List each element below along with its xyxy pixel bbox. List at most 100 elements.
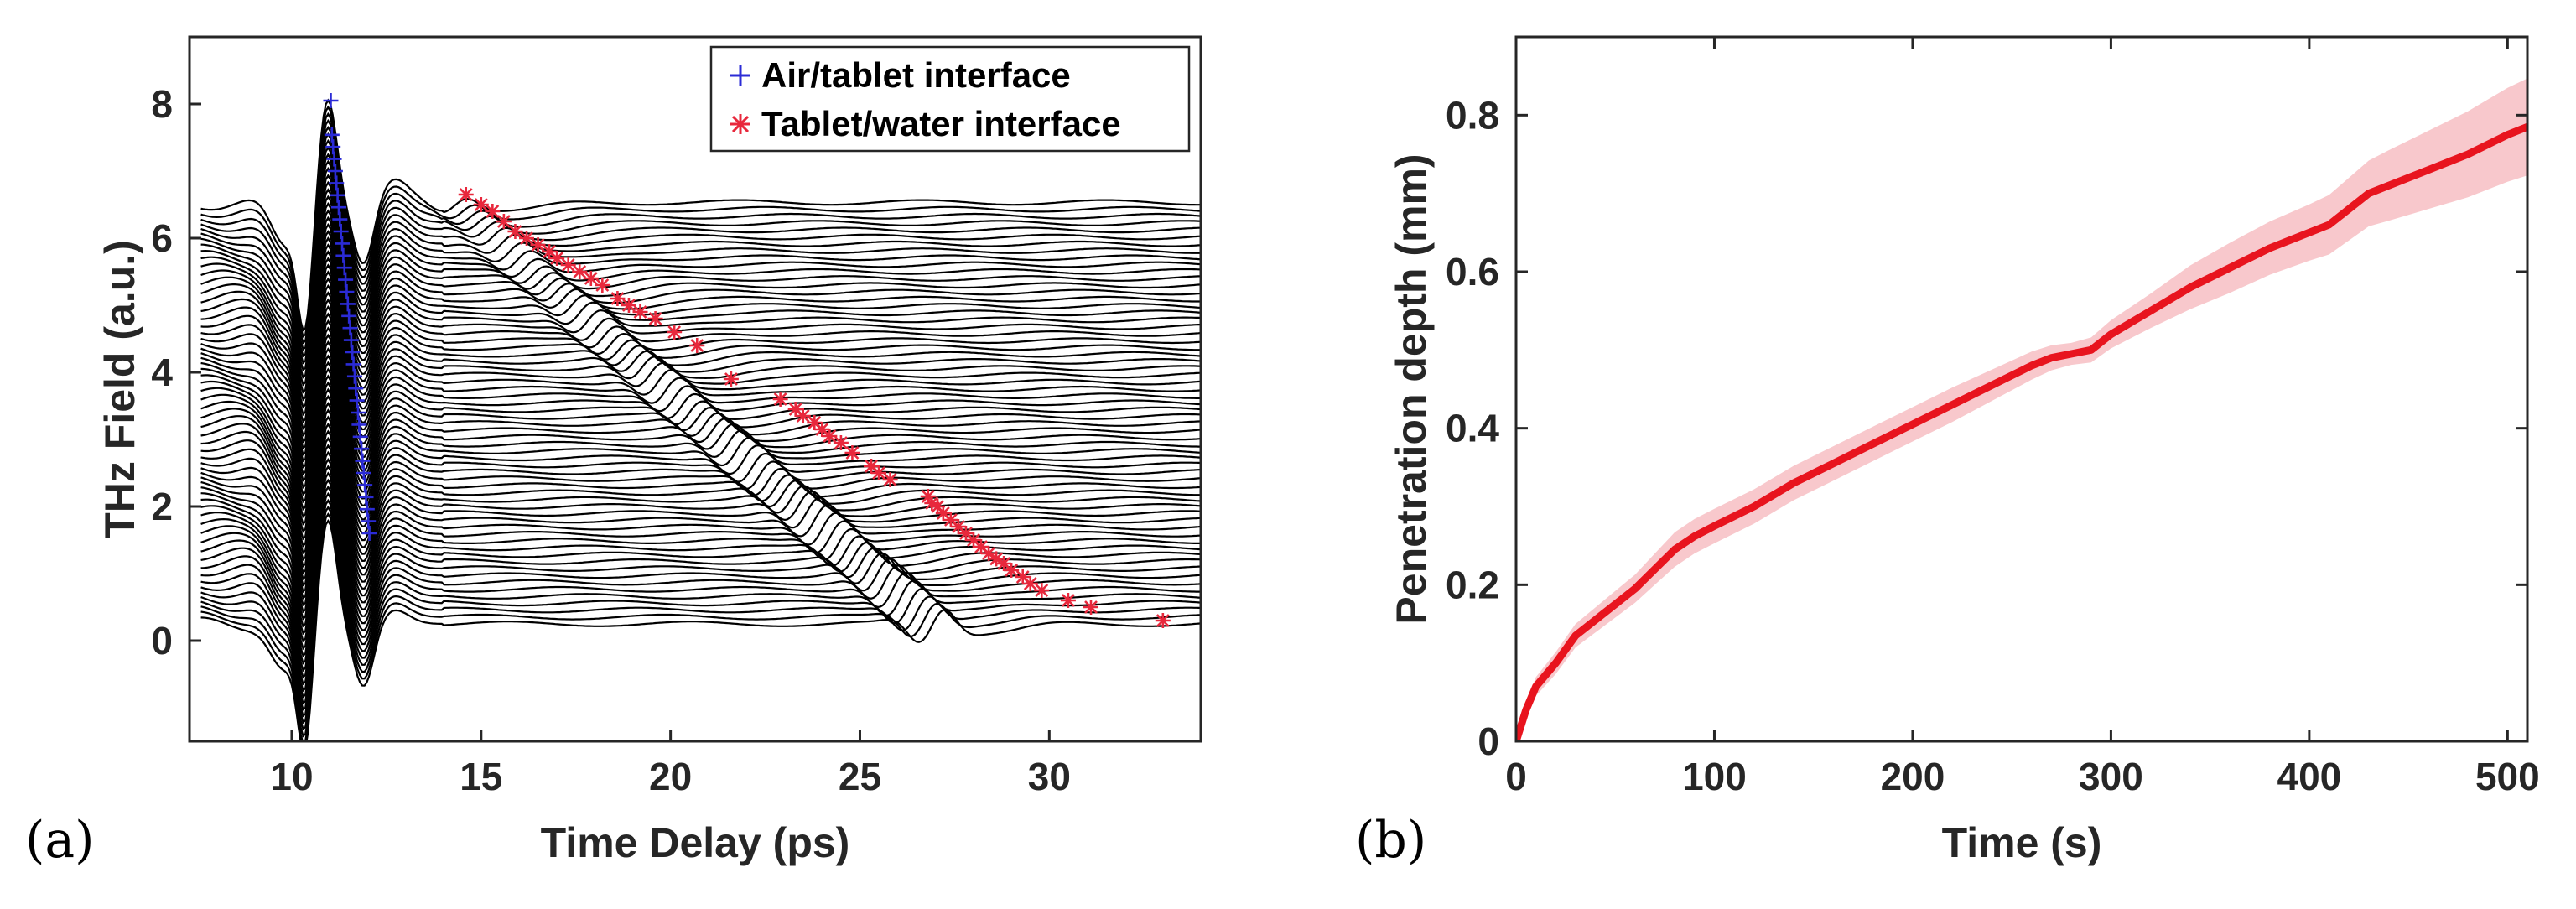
waveform-trace bbox=[200, 304, 1201, 541]
waveform-trace bbox=[200, 491, 1201, 725]
tablet-water-marker bbox=[507, 224, 523, 239]
waveform-trace bbox=[200, 340, 1201, 574]
air-tablet-marker bbox=[348, 381, 364, 397]
panel-a-y-tick-label: 0 bbox=[151, 619, 173, 662]
waveform-trace bbox=[200, 195, 1201, 431]
air-tablet-marker bbox=[351, 405, 366, 420]
panel-a-y-ticks: 0 2 4 6 8 bbox=[151, 82, 201, 662]
air-tablet-marker bbox=[349, 392, 365, 408]
waveform-trace bbox=[200, 105, 1201, 339]
waveform-trace bbox=[200, 222, 1201, 456]
waveform-trace bbox=[200, 387, 1201, 621]
air-tablet-marker bbox=[323, 93, 339, 108]
air-tablet-marker bbox=[355, 453, 371, 469]
waveform-trace bbox=[200, 180, 1201, 417]
air-tablet-marker bbox=[327, 164, 343, 179]
waveform-trace bbox=[200, 270, 1201, 504]
waveform-trace bbox=[200, 422, 1201, 658]
waveform-trace bbox=[200, 374, 1201, 607]
air-tablet-marker bbox=[330, 187, 345, 203]
tablet-water-marker bbox=[530, 237, 546, 252]
air-tablet-marker bbox=[338, 272, 354, 288]
tablet-water-marker bbox=[1004, 563, 1020, 578]
legend-plus-marker bbox=[730, 65, 750, 86]
air-tablet-marker bbox=[358, 489, 374, 505]
tablet-water-marker bbox=[496, 214, 512, 229]
waveform-trace bbox=[200, 132, 1201, 365]
air-tablet-marker bbox=[357, 477, 373, 493]
tablet-water-marker bbox=[920, 489, 936, 504]
tablet-water-marker bbox=[519, 231, 534, 246]
air-tablet-marker bbox=[332, 211, 348, 227]
waveform-trace bbox=[200, 112, 1201, 345]
panel-b-penetration-plot: 0 100 200 300 400 500 00.20.40.60.8 Time (s) … bbox=[1355, 35, 2540, 870]
tablet-water-marker bbox=[572, 264, 588, 279]
panel-a-label: (a) bbox=[25, 811, 95, 870]
panel-b-x-tick-label: 200 bbox=[1881, 755, 1945, 798]
tablet-water-marker bbox=[610, 291, 626, 306]
waveform-trace bbox=[200, 298, 1201, 533]
tablet-water-marker bbox=[1060, 593, 1076, 608]
tablet-water-marker bbox=[595, 278, 610, 293]
air-tablet-marker bbox=[356, 465, 371, 480]
waveform-trace bbox=[200, 283, 1201, 519]
waveform-trace bbox=[200, 138, 1201, 372]
panel-a-x-tick-label: 30 bbox=[1028, 755, 1071, 798]
waveform-trace bbox=[200, 209, 1201, 444]
panel-a-y-tick-label: 8 bbox=[151, 82, 173, 126]
waveform-trace bbox=[200, 153, 1201, 387]
air-tablet-marker bbox=[345, 345, 361, 360]
tablet-water-marker bbox=[621, 298, 636, 313]
panel-a-y-tick-label: 4 bbox=[151, 351, 173, 394]
panel-b-x-tick-label: 400 bbox=[2277, 755, 2342, 798]
tablet-water-marker bbox=[833, 435, 849, 450]
tablet-water-marker bbox=[689, 338, 705, 353]
waveform-trace bbox=[200, 291, 1201, 526]
legend-label-tablet-water: Tablet/water interface bbox=[761, 104, 1121, 143]
tablet-water-marker bbox=[807, 415, 823, 430]
tablet-water-marker bbox=[542, 244, 558, 259]
waveform-trace bbox=[200, 333, 1201, 569]
air-tablet-marker bbox=[361, 526, 377, 541]
panel-a-x-tick-label: 20 bbox=[649, 755, 692, 798]
tablet-water-marker bbox=[943, 512, 958, 527]
waveform-trace bbox=[200, 519, 1201, 741]
panel-b-y-ticks: 0 0.2 0.4 0.6 0.8 bbox=[1446, 93, 2527, 763]
panel-b-x-ticks: 0 100 200 300 400 500 bbox=[1505, 37, 2540, 798]
tablet-water-marker bbox=[473, 197, 489, 212]
waveform-trace bbox=[200, 485, 1201, 718]
waveform-trace bbox=[200, 159, 1201, 394]
tablet-water-marker bbox=[1015, 569, 1031, 584]
panel-b-label: (b) bbox=[1355, 811, 1426, 870]
tablet-water-marker bbox=[772, 392, 788, 407]
waveform-trace bbox=[200, 401, 1201, 636]
waveform-trace bbox=[200, 498, 1201, 731]
waveform-trace bbox=[200, 236, 1201, 470]
waveform-trace bbox=[200, 118, 1201, 351]
waveform-trace bbox=[200, 505, 1201, 738]
waveform-trace bbox=[200, 263, 1201, 496]
waveform-trace bbox=[200, 201, 1201, 437]
panel-b-x-tick-label: 300 bbox=[2079, 755, 2143, 798]
air-tablet-marker bbox=[361, 513, 377, 529]
waveform-trace bbox=[200, 444, 1201, 679]
air-tablet-marker bbox=[329, 175, 345, 191]
panel-b-x-tick-label: 100 bbox=[1682, 755, 1747, 798]
air-tablet-marker bbox=[326, 151, 342, 167]
tablet-water-marker bbox=[583, 271, 599, 286]
waveform-trace bbox=[200, 394, 1201, 628]
waveform-trace bbox=[200, 415, 1201, 651]
air-tablet-marker bbox=[354, 441, 370, 457]
waveform-trace bbox=[200, 98, 1201, 332]
tablet-water-marker bbox=[787, 402, 803, 417]
waveform-trace bbox=[200, 408, 1201, 643]
panel-a-waveform-traces bbox=[200, 98, 1201, 741]
waveform-trace bbox=[200, 188, 1201, 423]
air-tablet-marker bbox=[333, 224, 349, 239]
air-tablet-marker bbox=[359, 501, 375, 517]
tablet-water-marker bbox=[485, 204, 501, 219]
panel-b-plot-area bbox=[1516, 37, 2527, 741]
panel-a-legend: Air/tablet interface Tablet/water interf… bbox=[709, 45, 1191, 153]
air-tablet-marker bbox=[324, 127, 340, 143]
